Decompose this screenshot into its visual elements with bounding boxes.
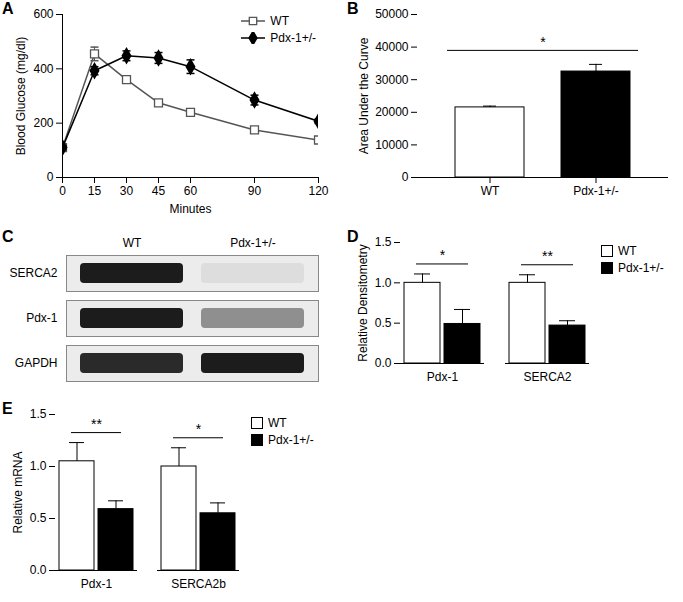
svg-text:20000: 20000 [375,105,409,119]
svg-text:1.5: 1.5 [30,407,47,421]
svg-text:30000: 30000 [375,73,409,87]
svg-text:0: 0 [47,170,54,184]
svg-text:SERCA2: SERCA2 [523,370,571,384]
svg-text:Pdx-1: Pdx-1 [81,577,113,591]
svg-text:200: 200 [33,116,53,130]
svg-text:40000: 40000 [375,40,409,54]
svg-text:*: * [440,247,446,263]
svg-text:Pdx-1+/-: Pdx-1+/- [573,184,619,198]
svg-text:Pdx-1: Pdx-1 [26,311,58,325]
svg-text:120: 120 [308,184,328,198]
html-text:WT: WT [270,14,289,28]
svg-text:0: 0 [59,184,66,198]
html-text:A: A [2,0,14,17]
svg-text:0.0: 0.0 [375,356,392,370]
svg-text:SERCA2: SERCA2 [9,266,57,280]
svg-text:Pdx-1+/-: Pdx-1+/- [230,236,276,250]
svg-text:0.5: 0.5 [375,316,392,330]
svg-text:30: 30 [120,184,134,198]
svg-text:SERCA2b: SERCA2b [171,577,226,591]
svg-text:0.0: 0.0 [30,563,47,577]
svg-text:1.0: 1.0 [375,276,392,290]
svg-text:45: 45 [152,184,166,198]
svg-text:0.5: 0.5 [30,511,47,525]
html-text:Pdx-1+/-: Pdx-1+/- [618,261,664,275]
svg-text:Area Under the Curve: Area Under the Curve [357,37,371,154]
html-text:D: D [347,228,359,245]
svg-text:15: 15 [88,184,102,198]
svg-text:**: ** [542,248,553,264]
html-text:C: C [2,228,14,245]
svg-text:600: 600 [33,7,53,21]
svg-text:1.0: 1.0 [30,459,47,473]
svg-text:60: 60 [184,184,198,198]
html-text:Pdx-1+/-: Pdx-1+/- [268,433,314,447]
svg-text:0: 0 [402,170,409,184]
svg-text:Minutes: Minutes [169,202,211,216]
svg-text:Relative Densitometry: Relative Densitometry [356,244,370,361]
svg-text:*: * [540,34,546,50]
svg-text:1.5: 1.5 [375,235,392,249]
svg-text:10000: 10000 [375,138,409,152]
svg-text:WT: WT [481,184,500,198]
svg-text:*: * [196,421,202,437]
svg-text:Blood Glucose (mg/dl): Blood Glucose (mg/dl) [14,37,28,156]
html-text:B: B [347,0,359,17]
html-text:WT: WT [618,244,637,258]
svg-text:90: 90 [248,184,262,198]
svg-text:Relative mRNA: Relative mRNA [11,451,25,533]
svg-text:Pdx-1: Pdx-1 [427,370,459,384]
svg-text:WT: WT [123,236,142,250]
html-text:Pdx-1+/-: Pdx-1+/- [270,31,316,45]
html-text:E: E [2,400,13,417]
svg-text:400: 400 [33,62,53,76]
svg-text:50000: 50000 [375,7,409,21]
svg-text:GAPDH: GAPDH [15,356,58,370]
html-text:WT: WT [268,416,287,430]
svg-text:**: ** [91,416,102,432]
